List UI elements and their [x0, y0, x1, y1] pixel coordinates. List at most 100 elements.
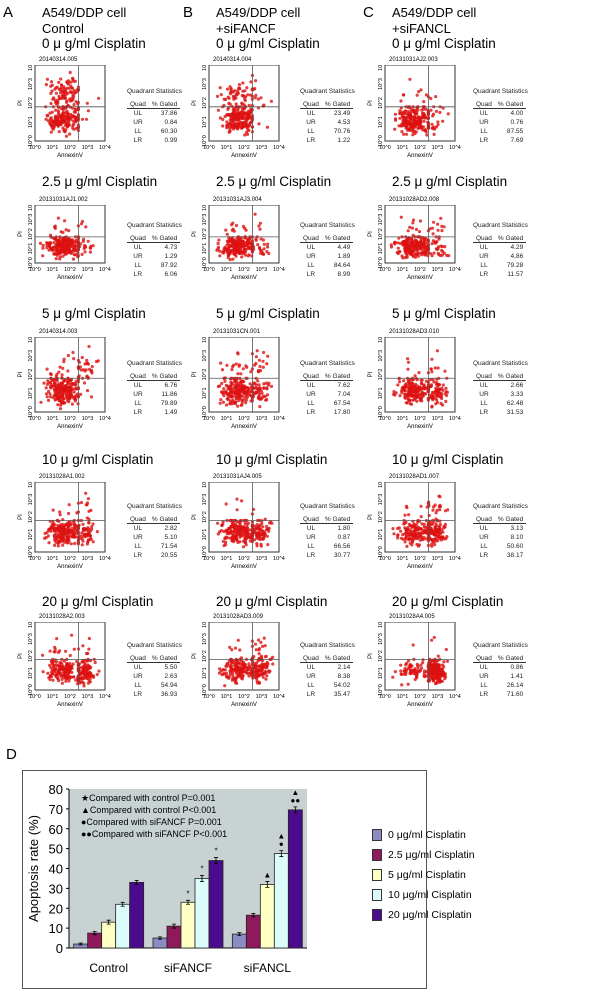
quad-name: UR [133, 390, 143, 398]
event-dot [408, 388, 412, 392]
event-dot [47, 541, 51, 545]
event-dot [405, 254, 409, 258]
event-dot [393, 670, 397, 674]
event-dot [403, 532, 407, 536]
event-dot [407, 381, 411, 386]
event-dot [422, 119, 426, 123]
event-dot [419, 88, 423, 92]
x-tick-label: 10^3 [432, 416, 444, 422]
event-dot [436, 222, 440, 226]
header-row: Quad% Gated [127, 100, 181, 109]
event-dot [418, 398, 422, 402]
event-dot [232, 527, 236, 532]
x-tick-label: 10^0 [379, 556, 391, 562]
event-dot [416, 116, 420, 120]
event-dot [223, 379, 227, 383]
event-dot [79, 501, 84, 505]
event-dot [434, 402, 438, 406]
event-dot [233, 123, 237, 127]
legend-label: 10 μg/ml Cisplatin [388, 889, 472, 901]
y-tick-label: 10^1 [202, 387, 208, 399]
event-dot [406, 357, 410, 361]
event-dot [438, 508, 442, 512]
event-dot [241, 534, 245, 538]
event-dot [444, 399, 448, 403]
event-dot [56, 101, 60, 105]
event-dot [64, 134, 69, 138]
quad-name: UL [306, 381, 316, 389]
event-dot [216, 384, 221, 389]
event-dot [65, 122, 69, 126]
y-axis-label: PI [18, 371, 24, 377]
y-tick-label: 10^3 [28, 350, 34, 362]
panel-heading-line1: A549/DDP cell [392, 5, 477, 20]
event-dot [393, 118, 398, 122]
event-dot [230, 389, 234, 393]
event-dot [243, 395, 247, 399]
event-dot [432, 678, 436, 682]
event-dot [393, 127, 397, 131]
event-dot [59, 77, 63, 81]
y-axis-label: PI [368, 653, 374, 659]
event-dot [241, 545, 246, 549]
event-dot [219, 361, 223, 365]
event-dot [97, 669, 101, 673]
event-dot [234, 102, 238, 106]
event-dot [409, 671, 413, 675]
event-dot [257, 122, 261, 126]
event-dot [242, 665, 247, 669]
event-dot [79, 392, 83, 396]
event-dot [254, 93, 258, 97]
event-dot [218, 530, 222, 534]
x-tick-label: 10^3 [432, 556, 444, 562]
event-dot [433, 525, 437, 529]
event-dot [442, 251, 446, 255]
error-bar [200, 875, 204, 882]
event-dot [239, 372, 243, 376]
event-dot [254, 673, 258, 677]
event-dot [223, 684, 227, 688]
x-tick-label: 10^1 [397, 694, 409, 700]
event-dot [266, 354, 270, 358]
y-tick-label: 10^0 [378, 406, 384, 418]
event-dot [420, 666, 424, 670]
table-row: UL 4.00 [473, 108, 526, 118]
event-dot [400, 391, 404, 395]
event-dot [234, 390, 238, 394]
event-dot [71, 662, 75, 666]
event-dot [404, 132, 409, 136]
event-dot [69, 112, 73, 117]
event-dot [441, 383, 445, 387]
event-dot [243, 133, 247, 137]
gated-percent: 2.14 [337, 664, 351, 672]
event-dot [253, 212, 257, 216]
event-dot [64, 394, 68, 399]
header-row: Quad% Gated [300, 372, 354, 381]
table-row: UR 1.29 [127, 252, 180, 261]
significance-marker: ▲ [263, 870, 271, 879]
quadrant-statistics: Quadrant Statistics Quad% Gated UL 7.62 UR 7.… [300, 360, 355, 417]
event-dot [267, 381, 271, 385]
legend-swatch [372, 889, 382, 901]
x-tick-label: 10^4 [273, 416, 285, 422]
event-dot [393, 112, 397, 116]
event-dot [244, 130, 249, 134]
significance-marker: ● [279, 840, 284, 849]
event-dot [414, 227, 419, 232]
x-tick-label: 10^4 [449, 267, 461, 273]
event-dot [267, 526, 271, 530]
event-dot [444, 647, 448, 652]
event-dot [256, 659, 260, 663]
col-quad: Quad [127, 516, 149, 524]
error-bar [265, 881, 270, 888]
event-dot [227, 393, 231, 397]
gated-percent: 2.63 [164, 673, 178, 681]
y-axis-label: PI [18, 514, 24, 520]
event-dot [85, 389, 90, 393]
error-bar [92, 931, 97, 936]
panel-heading-line1: A549/DDP cell [42, 5, 127, 20]
header-row: Quad% Gated [473, 235, 527, 244]
event-dot [82, 528, 86, 532]
y-tick-label: 10^3 [28, 633, 34, 645]
event-dot [417, 668, 421, 672]
